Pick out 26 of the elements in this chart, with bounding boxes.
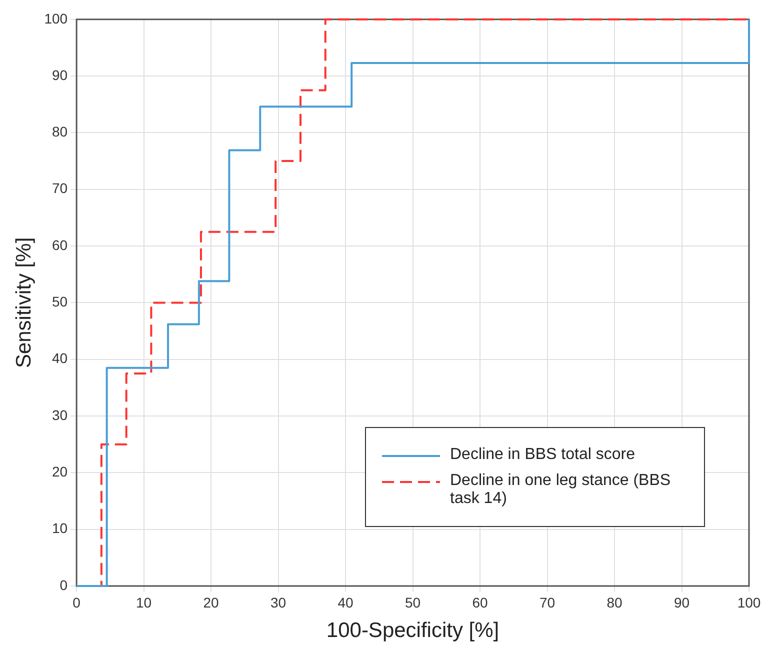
x-tick-label: 60 (472, 594, 488, 610)
x-tick-label: 70 (539, 594, 556, 610)
y-axis-title: Sensitivity [%] (12, 237, 36, 368)
x-tick-label: 20 (203, 594, 220, 610)
x-tick-label: 0 (72, 594, 81, 610)
y-tick-label: 40 (52, 350, 68, 366)
x-tick-label: 40 (338, 594, 354, 610)
y-tick-label: 20 (52, 464, 68, 480)
y-tick-label: 60 (52, 236, 68, 253)
y-tick-label: 70 (52, 180, 68, 196)
legend-label: Decline in one leg stance (BBS task 14) (450, 472, 672, 508)
y-tick-label: 100 (44, 10, 68, 26)
y-tick-label: 0 (60, 576, 68, 593)
y-tick-label: 10 (52, 520, 68, 536)
y-tick-label: 90 (52, 66, 68, 83)
y-tick-label: 50 (52, 294, 68, 310)
x-axis-title: 100-Specificity [%] (326, 619, 500, 642)
x-tick-label: 30 (270, 594, 286, 610)
x-tick-label: 90 (674, 594, 690, 610)
legend-label: Decline in BBS total score (450, 446, 635, 464)
x-tick-label: 100 (737, 594, 761, 610)
y-tick-label: 30 (52, 406, 68, 423)
y-tick-label: 80 (52, 124, 68, 140)
x-tick-label: 50 (404, 594, 421, 610)
x-tick-label: 10 (136, 594, 152, 610)
x-tick-label: 80 (606, 594, 623, 610)
